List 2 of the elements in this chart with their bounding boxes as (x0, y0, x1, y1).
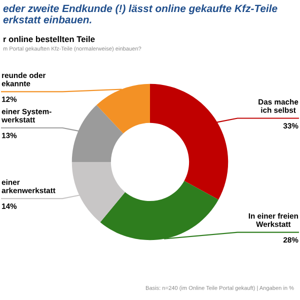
chart-subtitle: r online bestellten Teile (4, 36, 95, 42)
chart-title: eder zweite Endkunde (!) lässt online gekaufte Kfz-Teile erkstatt einbauen. (3, 4, 278, 24)
